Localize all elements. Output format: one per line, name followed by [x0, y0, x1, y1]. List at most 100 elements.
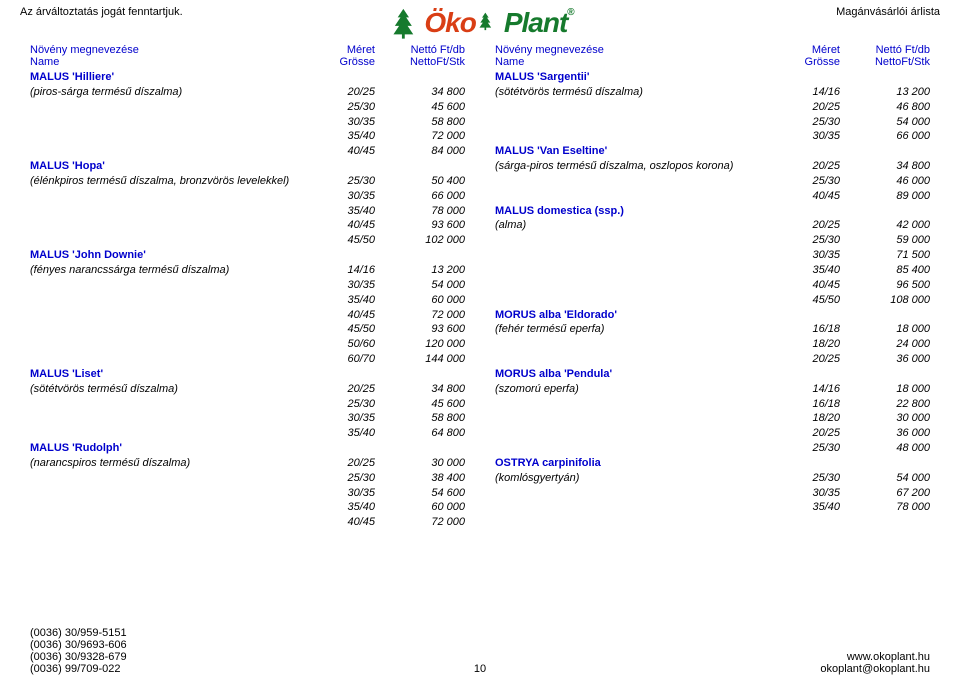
- size-cell: 30/35: [785, 129, 840, 144]
- size-cell: 30/35: [320, 278, 375, 293]
- col-header-price-de: NettoFt/Stk: [840, 56, 930, 68]
- price-row: 30/3571 500: [495, 248, 930, 263]
- size-cell: [785, 144, 840, 159]
- price-cell: [840, 144, 930, 159]
- empty-cell: [30, 322, 320, 337]
- price-row: 35/4064 800: [30, 426, 465, 441]
- price-row: 30/3567 200: [495, 486, 930, 501]
- size-cell: [320, 70, 375, 85]
- species-description: (alma): [495, 218, 785, 233]
- species-name: MORUS alba 'Pendula': [495, 367, 785, 382]
- size-cell: 20/25: [320, 85, 375, 100]
- price-row: MORUS alba 'Pendula': [495, 367, 930, 382]
- species-description: (narancspiros termésű díszalma): [30, 456, 320, 471]
- footer-phone: (0036) 30/959-5151: [30, 627, 127, 639]
- species-name: MALUS 'Liset': [30, 367, 320, 382]
- price-row: MALUS 'Hopa': [30, 159, 465, 174]
- price-cell: 78 000: [375, 204, 465, 219]
- species-description: (komlósgyertyán): [495, 471, 785, 486]
- size-cell: 40/45: [320, 515, 375, 530]
- empty-cell: [495, 426, 785, 441]
- species-description: (sárga-piros termésű díszalma, oszlopos …: [495, 159, 785, 174]
- size-cell: 25/30: [320, 100, 375, 115]
- page-number: 10: [474, 663, 486, 675]
- size-cell: 45/50: [320, 322, 375, 337]
- price-cell: 34 800: [840, 159, 930, 174]
- col-header-price: Nettó Ft/db NettoFt/Stk: [375, 44, 465, 68]
- species-name: MALUS 'Hopa': [30, 159, 320, 174]
- size-cell: [320, 159, 375, 174]
- empty-cell: [495, 337, 785, 352]
- empty-cell: [495, 486, 785, 501]
- price-cell: 24 000: [840, 337, 930, 352]
- species-description: (sötétvörös termésű díszalma): [495, 85, 785, 100]
- price-row: 20/2536 000: [495, 426, 930, 441]
- col-header-price-de: NettoFt/Stk: [375, 56, 465, 68]
- price-row: 30/3566 000: [30, 189, 465, 204]
- price-row: 35/4078 000: [30, 204, 465, 219]
- size-cell: [320, 367, 375, 382]
- size-cell: [785, 70, 840, 85]
- price-row: MALUS 'Hilliere': [30, 70, 465, 85]
- price-row: 25/3046 000: [495, 174, 930, 189]
- price-cell: 72 000: [375, 308, 465, 323]
- empty-cell: [495, 500, 785, 515]
- price-cell: 54 000: [840, 115, 930, 130]
- species-name: OSTRYA carpinifolia: [495, 456, 785, 471]
- price-row: 25/3038 400: [30, 471, 465, 486]
- price-column-left: Növény megnevezése Name Méret Grösse Net…: [30, 44, 465, 530]
- footer-email: okoplant@okoplant.hu: [820, 663, 930, 675]
- price-row: 45/5093 600: [30, 322, 465, 337]
- price-row: MALUS 'Van Eseltine': [495, 144, 930, 159]
- size-cell: 30/35: [785, 248, 840, 263]
- price-cell: [840, 204, 930, 219]
- price-cell: 36 000: [840, 352, 930, 367]
- empty-cell: [30, 115, 320, 130]
- empty-cell: [495, 352, 785, 367]
- species-description: (fehér termésű eperfa): [495, 322, 785, 337]
- price-row: 25/3045 600: [30, 100, 465, 115]
- col-header-size-de: Grösse: [320, 56, 375, 68]
- size-cell: 35/40: [320, 426, 375, 441]
- species-name: MALUS 'Rudolph': [30, 441, 320, 456]
- empty-cell: [30, 233, 320, 248]
- size-cell: 35/40: [785, 500, 840, 515]
- species-name: MALUS 'Hilliere': [30, 70, 320, 85]
- empty-cell: [495, 115, 785, 130]
- price-row: 30/3554 000: [30, 278, 465, 293]
- price-cell: 60 000: [375, 500, 465, 515]
- price-row: 40/4589 000: [495, 189, 930, 204]
- col-header-name-de: Name: [495, 56, 785, 68]
- price-row: 20/2546 800: [495, 100, 930, 115]
- size-cell: 25/30: [785, 233, 840, 248]
- price-cell: 144 000: [375, 352, 465, 367]
- empty-cell: [30, 411, 320, 426]
- price-cell: 22 800: [840, 397, 930, 412]
- species-description: (élénkpiros termésű díszalma, bronzvörös…: [30, 174, 320, 189]
- size-cell: 20/25: [320, 382, 375, 397]
- size-cell: 25/30: [785, 174, 840, 189]
- price-row: 35/4085 400: [495, 263, 930, 278]
- price-cell: 58 800: [375, 411, 465, 426]
- size-cell: 25/30: [320, 174, 375, 189]
- empty-cell: [30, 337, 320, 352]
- empty-cell: [495, 129, 785, 144]
- price-row: (komlósgyertyán)25/3054 000: [495, 471, 930, 486]
- price-row: 25/3059 000: [495, 233, 930, 248]
- size-cell: 60/70: [320, 352, 375, 367]
- price-row: 35/4078 000: [495, 500, 930, 515]
- price-row: MALUS domestica (ssp.): [495, 204, 930, 219]
- price-row: MALUS 'Sargentii': [495, 70, 930, 85]
- size-cell: 50/60: [320, 337, 375, 352]
- empty-cell: [30, 426, 320, 441]
- empty-cell: [30, 352, 320, 367]
- price-row: 40/4593 600: [30, 218, 465, 233]
- size-cell: 20/25: [785, 426, 840, 441]
- size-cell: 35/40: [320, 500, 375, 515]
- price-cell: [840, 456, 930, 471]
- price-row: (fehér termésű eperfa)16/1818 000: [495, 322, 930, 337]
- price-cell: 42 000: [840, 218, 930, 233]
- size-cell: 30/35: [320, 189, 375, 204]
- price-row: (narancspiros termésű díszalma)20/2530 0…: [30, 456, 465, 471]
- price-row: 16/1822 800: [495, 397, 930, 412]
